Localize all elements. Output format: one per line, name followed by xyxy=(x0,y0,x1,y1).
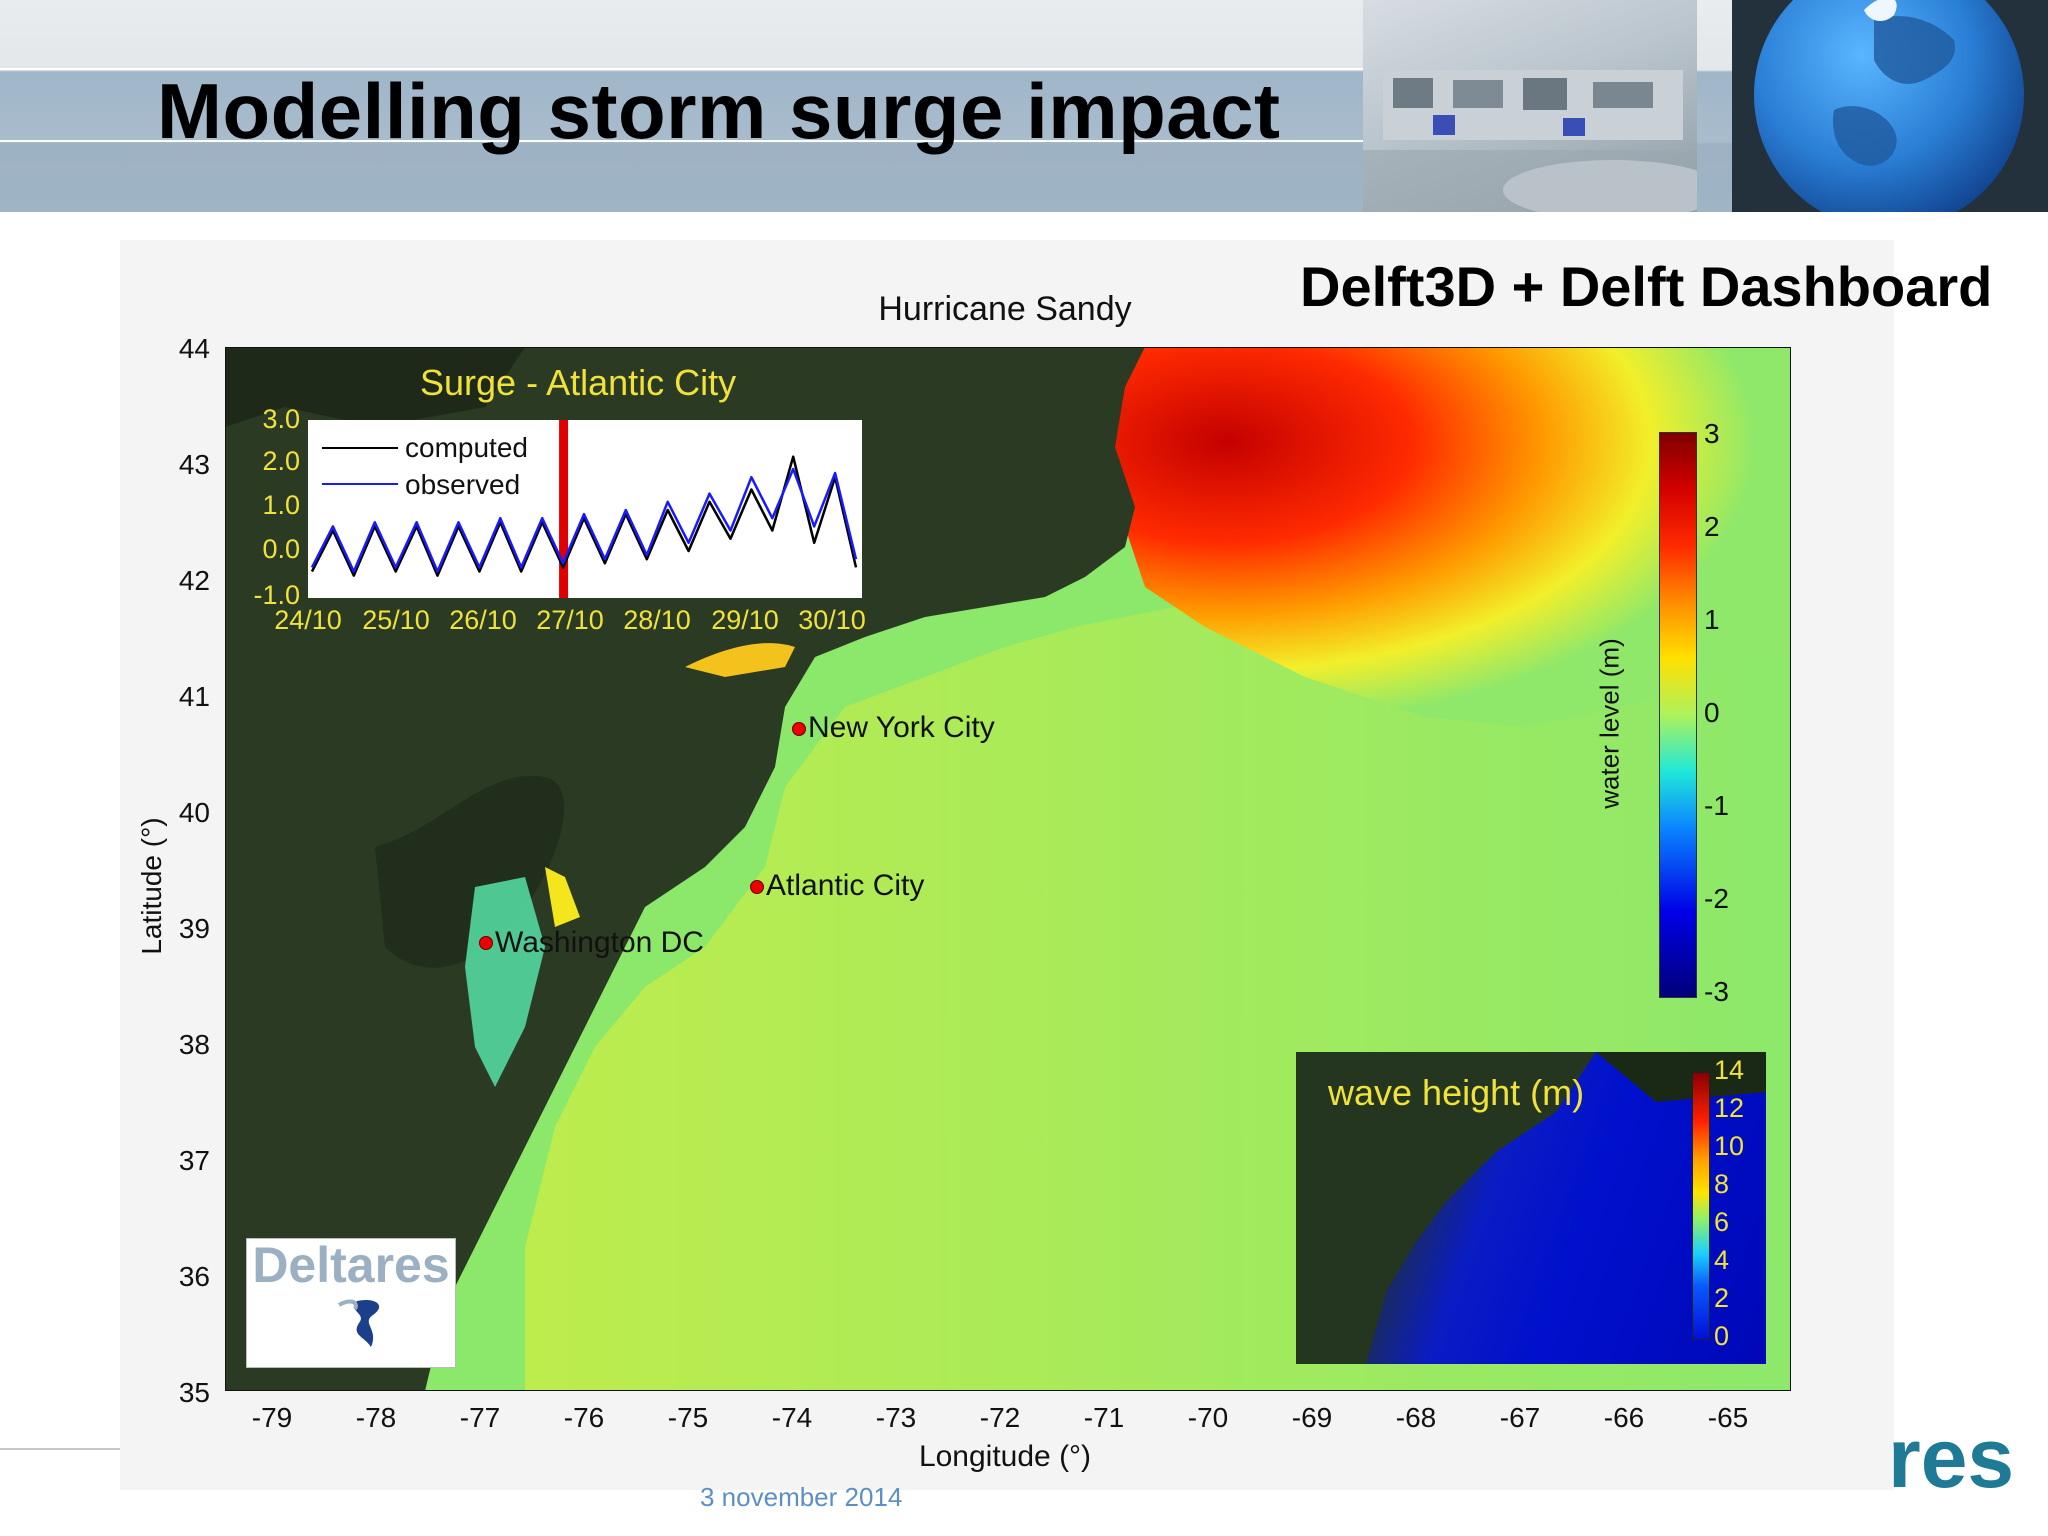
lon-tick: -68 xyxy=(1395,1402,1437,1433)
x-axis-label: Longitude (°) xyxy=(918,1440,1092,1473)
chesapeake-bay xyxy=(465,877,545,1087)
legend-computed: computed xyxy=(405,432,528,463)
footer-logo: res xyxy=(1888,1411,2015,1505)
slide-title: Modelling storm surge impact xyxy=(157,67,1281,155)
wave-tick: 4 xyxy=(1714,1245,1730,1275)
inset-y-tick: -1.0 xyxy=(253,580,300,610)
wave-tick: 10 xyxy=(1714,1131,1745,1161)
colorbar-tick: 3 xyxy=(1704,418,1720,449)
slide-header: Modelling storm surge impact xyxy=(0,0,2048,212)
lon-tick: -69 xyxy=(1291,1402,1333,1433)
lat-tick: 43 xyxy=(178,449,210,480)
inset-x-tick: 28/10 xyxy=(623,605,691,635)
lat-tick: 38 xyxy=(178,1029,210,1060)
earth-globe xyxy=(1754,0,2024,212)
y-axis-label: Latitude (°) xyxy=(136,817,167,955)
current-time-marker xyxy=(559,420,569,598)
deltares-logo-text: Deltares xyxy=(252,1237,450,1293)
header-line xyxy=(0,140,1363,142)
water-level-colorbar xyxy=(1659,432,1697,998)
lon-tick: -67 xyxy=(1499,1402,1541,1433)
inset-x-tick: 27/10 xyxy=(536,605,604,635)
lon-tick: -70 xyxy=(1187,1402,1229,1433)
surge-area xyxy=(1085,347,1791,727)
header-line xyxy=(0,68,1363,70)
slide-subtitle: Delft3D + Delft Dashboard xyxy=(1300,255,1993,318)
inset-y-tick: 3.0 xyxy=(262,404,300,434)
city-label-atlantic-city: Atlantic City xyxy=(766,869,925,902)
legend-observed: observed xyxy=(405,469,521,500)
lat-tick: 36 xyxy=(178,1261,210,1292)
series-line-computed xyxy=(310,455,858,577)
colorbar-tick: 1 xyxy=(1704,604,1720,635)
lon-tick: -78 xyxy=(355,1402,397,1433)
deltares-logo-mark xyxy=(337,1299,380,1347)
lon-tick: -79 xyxy=(251,1402,293,1433)
lon-tick: -66 xyxy=(1603,1402,1645,1433)
wave-height-title: wave height (m) xyxy=(1328,1072,1585,1113)
colorbar-label: water level (m) xyxy=(1594,638,1625,809)
wave-tick: 0 xyxy=(1714,1321,1730,1351)
city-marker xyxy=(479,936,493,950)
footer-divider xyxy=(0,1448,120,1450)
lon-tick: -76 xyxy=(563,1402,605,1433)
lat-tick: 40 xyxy=(178,797,210,828)
inset-x-tick: 30/10 xyxy=(798,605,866,635)
lat-tick: 41 xyxy=(178,681,210,712)
lon-tick: -71 xyxy=(1083,1402,1125,1433)
lon-tick: -73 xyxy=(875,1402,917,1433)
inset-x-tick: 24/10 xyxy=(274,605,342,635)
wave-tick: 14 xyxy=(1714,1055,1745,1085)
lon-tick: -74 xyxy=(771,1402,813,1433)
inset-x-tick: 26/10 xyxy=(449,605,517,635)
office-illustration xyxy=(1363,70,1697,212)
inset-x-tick: 25/10 xyxy=(362,605,430,635)
city-label-new-york: New York City xyxy=(808,711,995,744)
timeseries-svg xyxy=(310,420,858,598)
long-island-sound-surge xyxy=(685,643,795,677)
lon-tick: -75 xyxy=(667,1402,709,1433)
lat-tick: 35 xyxy=(178,1377,210,1408)
colorbar-tick: -1 xyxy=(1704,790,1729,821)
continents xyxy=(1833,0,1955,166)
colorbar-tick: 0 xyxy=(1704,697,1720,728)
inset-y-tick: 2.0 xyxy=(262,446,300,476)
inset-x-tick: 29/10 xyxy=(711,605,779,635)
lon-tick: -65 xyxy=(1707,1402,1749,1433)
lat-tick: 42 xyxy=(178,565,210,596)
wave-tick: 12 xyxy=(1714,1093,1745,1123)
colorbar-tick: -2 xyxy=(1704,883,1729,914)
series-line-observed xyxy=(310,467,858,573)
slide-date: 3 november 2014 xyxy=(700,1482,903,1512)
lon-tick: -77 xyxy=(459,1402,501,1433)
land-area xyxy=(225,347,1145,1391)
city-marker xyxy=(792,722,806,736)
wave-map xyxy=(1296,1052,1766,1364)
plot-title: Hurricane Sandy xyxy=(878,290,1132,328)
globe-photo xyxy=(1732,0,2048,212)
colorbar-tick: -3 xyxy=(1704,976,1729,1007)
lat-tick: 44 xyxy=(178,333,210,364)
inset-title: Surge - Atlantic City xyxy=(420,362,737,403)
lon-tick: -72 xyxy=(979,1402,1021,1433)
wave-height-inset xyxy=(1296,1052,1766,1364)
city-label-washington: Washington DC xyxy=(495,926,704,959)
wave-height-colorbar xyxy=(1692,1072,1710,1340)
lat-tick: 39 xyxy=(178,913,210,944)
colorbar-tick: 2 xyxy=(1704,511,1720,542)
inset-y-tick: 1.0 xyxy=(262,490,300,520)
wave-tick: 8 xyxy=(1714,1169,1730,1199)
lat-tick: 37 xyxy=(178,1145,210,1176)
wave-tick: 6 xyxy=(1714,1207,1730,1237)
office-photo xyxy=(1363,0,1697,212)
deltares-logo xyxy=(246,1238,456,1368)
wave-tick: 2 xyxy=(1714,1283,1730,1313)
surge-timeseries-plot xyxy=(308,420,862,598)
inset-y-tick: 0.0 xyxy=(262,534,300,564)
city-marker xyxy=(750,880,764,894)
